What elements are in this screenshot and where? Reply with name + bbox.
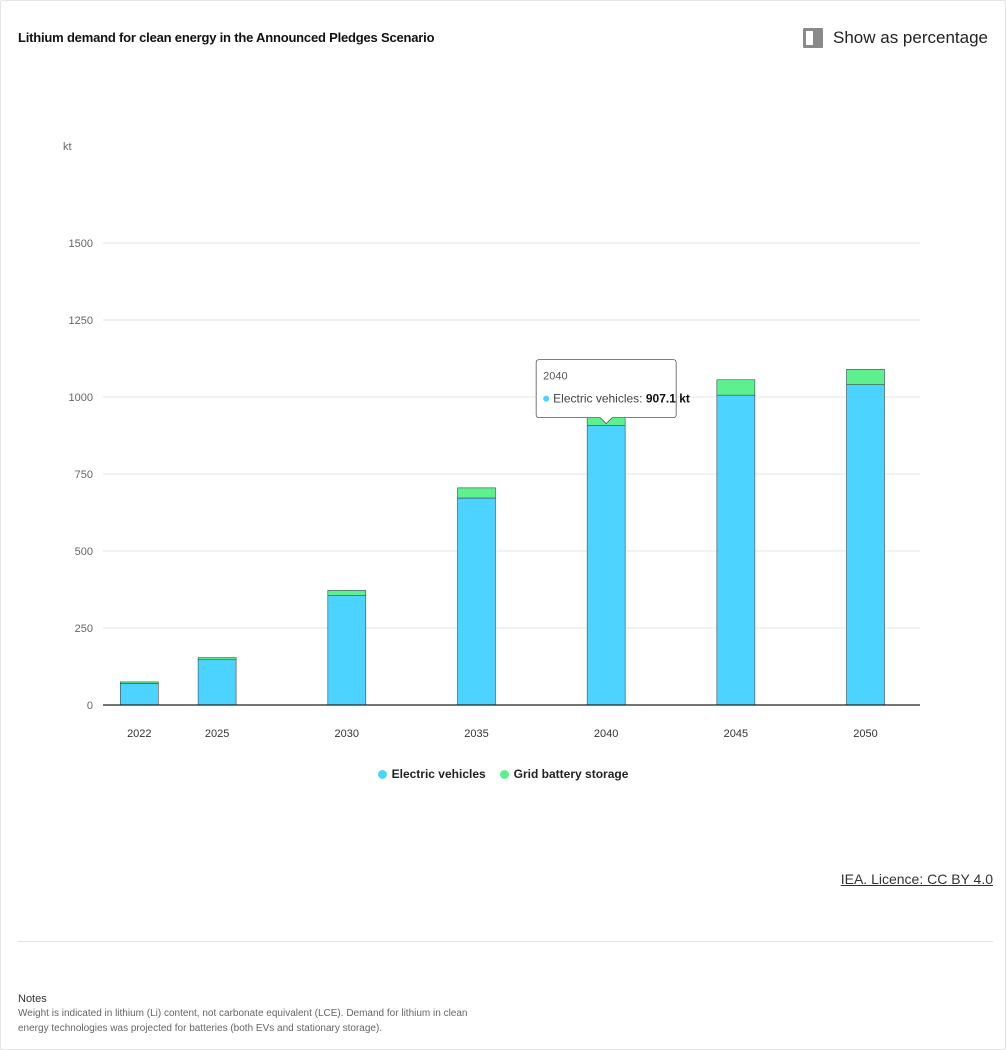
y-tick-label: 1000 [69, 392, 93, 404]
y-tick-label: 0 [87, 700, 93, 712]
y-tick-label: 750 [75, 469, 93, 481]
toggle-switch-icon[interactable] [803, 28, 823, 48]
bar-electric-vehicles[interactable] [586, 425, 626, 706]
bar-electric-vehicles[interactable] [197, 659, 237, 706]
licence-link[interactable]: IEA. Licence: CC BY 4.0 [840, 871, 993, 887]
bar-electric-vehicles[interactable] [716, 394, 756, 706]
bar-grid-battery-storage[interactable] [120, 681, 159, 684]
y-tick-label: 1500 [69, 238, 93, 250]
y-tick-label: 250 [75, 623, 93, 635]
bar-electric-vehicles[interactable] [846, 384, 885, 706]
bar-electric-vehicles[interactable] [120, 683, 159, 706]
x-tick-label: 2022 [127, 728, 151, 740]
bar-chart: kt 0 250 500 750 1000 1250 1500 2022 2025 2030 2035… [63, 141, 920, 740]
bar-grid-battery-storage[interactable] [327, 590, 367, 596]
x-tick-label: 2025 [205, 728, 229, 740]
legend-label: Grid battery storage [513, 767, 629, 781]
y-axis-unit-label: kt [63, 141, 72, 153]
chart-legend: Electric vehicles Grid battery storage [0, 767, 1006, 781]
legend-item-electric-vehicles[interactable]: Electric vehicles [377, 767, 486, 781]
x-tick-label: 2050 [853, 728, 877, 740]
notes-heading: Notes [18, 993, 47, 1005]
bar-electric-vehicles[interactable] [457, 497, 496, 706]
legend-marker-icon [499, 769, 509, 779]
tooltip-year: 2040 [543, 371, 567, 383]
toggle-label: Show as percentage [833, 28, 988, 47]
bar-grid-battery-storage[interactable] [716, 379, 756, 396]
legend-marker-icon [377, 769, 387, 779]
bar-grid-battery-storage[interactable] [197, 657, 237, 661]
y-tick-label: 500 [75, 546, 93, 558]
x-tick-label: 2040 [594, 728, 618, 740]
bar-grid-battery-storage[interactable] [457, 487, 496, 499]
divider [18, 941, 993, 942]
bar-grid-battery-storage[interactable] [846, 368, 885, 385]
bar-electric-vehicles[interactable] [327, 595, 367, 706]
notes-text: Weight is indicated in lithium (Li) cont… [18, 1008, 468, 1034]
x-tick-label: 2045 [724, 728, 748, 740]
x-tick-label: 2030 [335, 728, 359, 740]
legend-item-grid-battery-storage[interactable]: Grid battery storage [499, 767, 629, 781]
x-tick-label: 2035 [464, 728, 488, 740]
legend-label: Electric vehicles [391, 767, 486, 781]
show-as-percentage-toggle[interactable]: Show as percentage [803, 28, 988, 48]
tooltip-marker-icon [543, 395, 550, 402]
tooltip-series-label: Electric vehicles: 907.1 kt [553, 392, 690, 406]
chart-title: Lithium demand for clean energy in the A… [18, 30, 435, 45]
y-tick-label: 1250 [69, 315, 93, 327]
tooltip-value: 907.1 kt [646, 392, 690, 406]
tooltip-box [535, 359, 677, 425]
